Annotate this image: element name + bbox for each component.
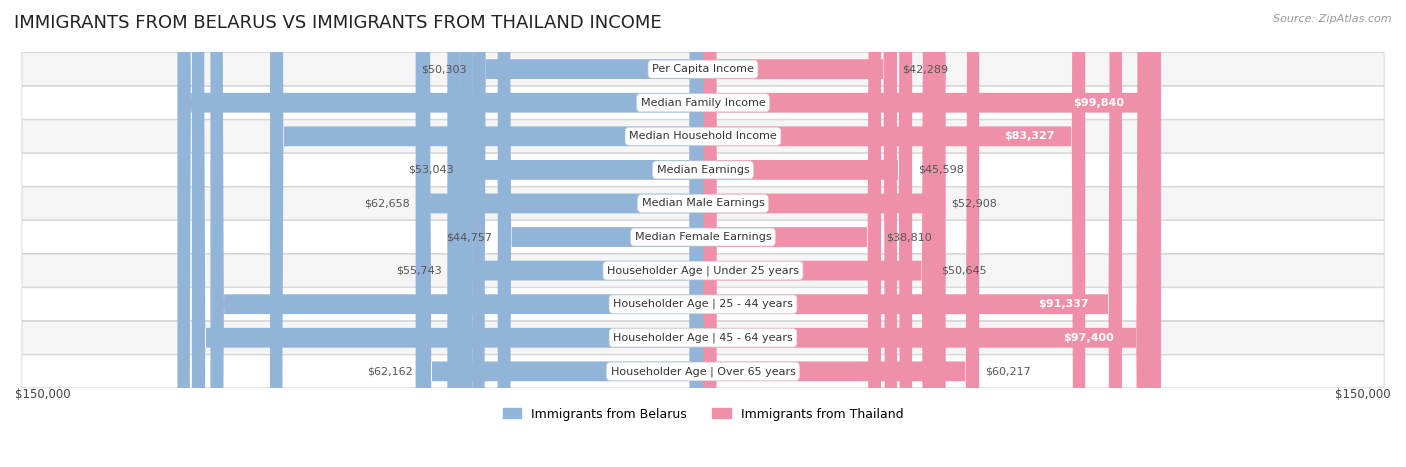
Text: Median Earnings: Median Earnings bbox=[657, 165, 749, 175]
Text: Householder Age | 25 - 44 years: Householder Age | 25 - 44 years bbox=[613, 299, 793, 310]
Text: $111,430: $111,430 bbox=[662, 333, 720, 343]
Text: Householder Age | Over 65 years: Householder Age | Over 65 years bbox=[610, 366, 796, 376]
FancyBboxPatch shape bbox=[270, 0, 703, 467]
FancyBboxPatch shape bbox=[22, 355, 1384, 388]
Text: Median Household Income: Median Household Income bbox=[628, 131, 778, 142]
Text: Householder Age | Under 25 years: Householder Age | Under 25 years bbox=[607, 265, 799, 276]
FancyBboxPatch shape bbox=[703, 0, 1122, 467]
FancyBboxPatch shape bbox=[416, 0, 703, 467]
FancyBboxPatch shape bbox=[703, 0, 935, 467]
FancyBboxPatch shape bbox=[703, 0, 1085, 467]
Text: Median Female Earnings: Median Female Earnings bbox=[634, 232, 772, 242]
Text: $150,000: $150,000 bbox=[15, 388, 70, 401]
Text: $150,000: $150,000 bbox=[1336, 388, 1391, 401]
Text: Median Male Earnings: Median Male Earnings bbox=[641, 198, 765, 208]
Text: $60,217: $60,217 bbox=[984, 367, 1031, 376]
FancyBboxPatch shape bbox=[703, 0, 912, 467]
FancyBboxPatch shape bbox=[703, 0, 979, 467]
Text: $55,743: $55,743 bbox=[396, 266, 441, 276]
FancyBboxPatch shape bbox=[22, 288, 1384, 321]
FancyBboxPatch shape bbox=[460, 0, 703, 467]
Text: $83,327: $83,327 bbox=[1004, 131, 1054, 142]
Legend: Immigrants from Belarus, Immigrants from Thailand: Immigrants from Belarus, Immigrants from… bbox=[498, 403, 908, 425]
Text: IMMIGRANTS FROM BELARUS VS IMMIGRANTS FROM THAILAND INCOME: IMMIGRANTS FROM BELARUS VS IMMIGRANTS FR… bbox=[14, 14, 662, 32]
Text: $38,810: $38,810 bbox=[887, 232, 932, 242]
Text: Householder Age | 45 - 64 years: Householder Age | 45 - 64 years bbox=[613, 333, 793, 343]
FancyBboxPatch shape bbox=[22, 254, 1384, 287]
FancyBboxPatch shape bbox=[22, 120, 1384, 153]
Text: $62,658: $62,658 bbox=[364, 198, 411, 208]
Text: $45,598: $45,598 bbox=[918, 165, 963, 175]
FancyBboxPatch shape bbox=[703, 0, 946, 467]
Text: $97,400: $97,400 bbox=[1063, 333, 1114, 343]
Text: $62,162: $62,162 bbox=[367, 367, 412, 376]
FancyBboxPatch shape bbox=[447, 0, 703, 467]
Text: Source: ZipAtlas.com: Source: ZipAtlas.com bbox=[1274, 14, 1392, 24]
Text: $50,645: $50,645 bbox=[941, 266, 987, 276]
Text: $44,757: $44,757 bbox=[446, 232, 492, 242]
Text: $94,399: $94,399 bbox=[668, 131, 720, 142]
FancyBboxPatch shape bbox=[703, 0, 1161, 467]
FancyBboxPatch shape bbox=[472, 0, 703, 467]
Text: $53,043: $53,043 bbox=[409, 165, 454, 175]
FancyBboxPatch shape bbox=[22, 53, 1384, 85]
FancyBboxPatch shape bbox=[177, 0, 703, 467]
FancyBboxPatch shape bbox=[191, 0, 703, 467]
FancyBboxPatch shape bbox=[211, 0, 703, 467]
Text: $114,586: $114,586 bbox=[661, 98, 720, 108]
Text: $99,840: $99,840 bbox=[1073, 98, 1125, 108]
FancyBboxPatch shape bbox=[22, 86, 1384, 119]
Text: Median Family Income: Median Family Income bbox=[641, 98, 765, 108]
FancyBboxPatch shape bbox=[498, 0, 703, 467]
FancyBboxPatch shape bbox=[22, 187, 1384, 220]
Text: $50,303: $50,303 bbox=[422, 64, 467, 74]
FancyBboxPatch shape bbox=[22, 321, 1384, 354]
Text: $107,393: $107,393 bbox=[664, 299, 721, 309]
FancyBboxPatch shape bbox=[418, 0, 703, 467]
Text: Per Capita Income: Per Capita Income bbox=[652, 64, 754, 74]
FancyBboxPatch shape bbox=[22, 154, 1384, 186]
Text: $52,908: $52,908 bbox=[952, 198, 997, 208]
FancyBboxPatch shape bbox=[22, 220, 1384, 254]
FancyBboxPatch shape bbox=[703, 0, 882, 467]
FancyBboxPatch shape bbox=[703, 0, 897, 467]
FancyBboxPatch shape bbox=[703, 0, 1150, 467]
Text: $42,289: $42,289 bbox=[903, 64, 949, 74]
Text: $91,337: $91,337 bbox=[1038, 299, 1088, 309]
